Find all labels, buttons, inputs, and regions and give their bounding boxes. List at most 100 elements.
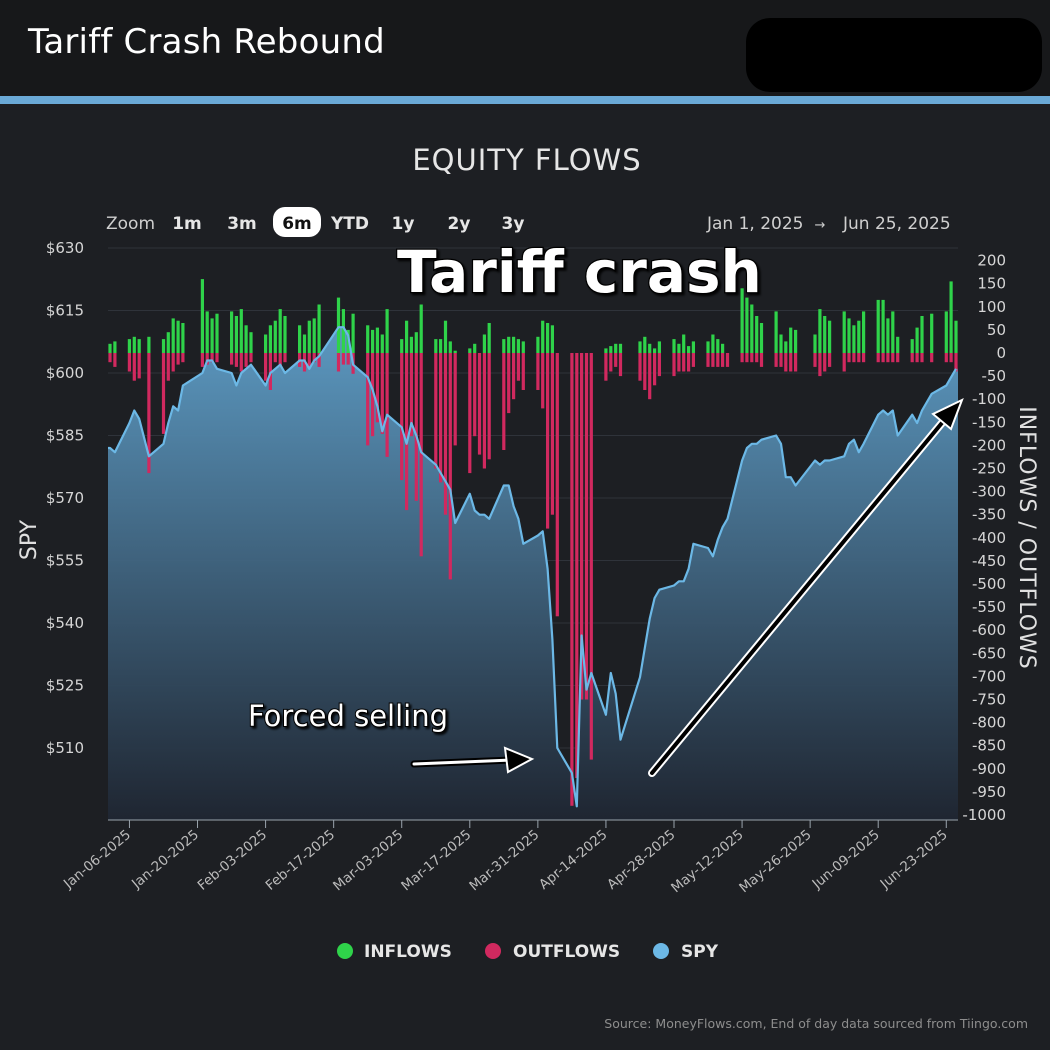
- zoom-option-6m[interactable]: 6m: [273, 207, 321, 237]
- x-axis-tick-label: Mar-31-2025: [466, 827, 542, 894]
- inflow-bar: [716, 339, 720, 353]
- zoom-label: Zoom: [106, 214, 155, 234]
- inflow-bar: [507, 336, 511, 353]
- date-range-to[interactable]: Jun 25, 2025: [842, 214, 951, 234]
- outflow-bar: [740, 353, 744, 363]
- right-axis-tick-label: -800: [972, 714, 1006, 732]
- legend-swatch-spy: [653, 943, 669, 959]
- outflow-bar: [779, 353, 783, 367]
- inflow-bar: [264, 334, 268, 353]
- outflow-bar: [512, 353, 516, 400]
- inflow-bar: [813, 334, 817, 353]
- right-axis-tick-label: 0: [996, 344, 1006, 362]
- zoom-option-3m[interactable]: 3m: [227, 214, 257, 234]
- inflow-bar: [176, 320, 180, 353]
- chart-title: EQUITY FLOWS: [412, 143, 641, 177]
- inflow-bar: [789, 327, 793, 353]
- zoom-option-ytd[interactable]: YTD: [330, 214, 369, 234]
- inflow-bar: [434, 339, 438, 353]
- legend-item-inflows[interactable]: INFLOWS: [337, 942, 452, 962]
- inflow-bar: [852, 325, 856, 353]
- zoom-option-1m[interactable]: 1m: [172, 214, 202, 234]
- inflow-bar: [234, 316, 238, 353]
- inflow-bar: [915, 327, 919, 353]
- x-axis-tick-label: Jan-20-2025: [128, 827, 202, 893]
- zoom-option-1y[interactable]: 1y: [392, 214, 415, 234]
- inflow-bar: [657, 341, 661, 353]
- legend-item-outflows[interactable]: OUTFLOWS: [485, 942, 620, 962]
- legend-item-spy[interactable]: SPY: [653, 942, 719, 962]
- inflow-bar: [487, 323, 491, 353]
- inflow-bar: [312, 318, 316, 353]
- outflow-bar: [516, 353, 520, 381]
- zoom-option-label: 2y: [448, 214, 471, 234]
- x-axis-tick-label: Jan-06-2025: [60, 827, 134, 893]
- outflow-bar: [580, 353, 584, 700]
- outflow-bar: [813, 353, 817, 367]
- inflow-bar: [375, 327, 379, 353]
- inflow-bar: [614, 343, 618, 353]
- zoom-option-2y[interactable]: 2y: [448, 214, 471, 234]
- outflow-bar: [502, 353, 506, 450]
- zoom-toolbar: Zoom 1m 3m 6m YTD 1y 2y 3y Jan 1, 2025 → Jun 2…: [106, 207, 951, 237]
- inflow-bar: [944, 311, 948, 353]
- outflow-bar: [954, 353, 958, 372]
- left-axis-tick-label: $555: [46, 552, 84, 570]
- outflow-bar: [716, 353, 720, 367]
- outflow-bar: [385, 353, 389, 457]
- spy-area-fill: [108, 327, 958, 820]
- inflow-bar: [672, 339, 676, 353]
- inflow-bar: [759, 323, 764, 353]
- inflow-bar: [108, 343, 112, 353]
- outflow-bar: [682, 353, 686, 372]
- outflow-bar: [371, 353, 375, 437]
- inflow-bar: [755, 316, 759, 353]
- date-range-from[interactable]: Jan 1, 2025: [706, 214, 804, 234]
- x-axis-tick-label: Feb-03-2025: [195, 827, 271, 894]
- outflow-bar: [336, 353, 341, 372]
- legend-label-outflows: OUTFLOWS: [513, 942, 620, 962]
- inflow-bar: [132, 336, 136, 353]
- outflow-bar: [176, 353, 180, 365]
- outflow-bar: [618, 353, 623, 377]
- outflow-bar: [886, 353, 890, 363]
- inflow-bar: [828, 320, 832, 353]
- inflow-bar: [419, 304, 423, 353]
- date-range-arrow: →: [815, 218, 826, 233]
- inflow-bar: [409, 336, 413, 353]
- annotation-tariff-crash: Tariff crash: [397, 238, 762, 306]
- x-axis-tick-label: Jun-09-2025: [809, 827, 883, 893]
- outflow-bar: [473, 353, 477, 437]
- inflow-bar: [448, 341, 452, 353]
- right-axis-tick-label: 50: [987, 321, 1006, 339]
- inflow-bar: [857, 320, 861, 353]
- outflow-bar: [745, 353, 749, 363]
- inflow-bar: [113, 341, 117, 353]
- outflow-bar: [346, 353, 350, 365]
- inflow-bar: [930, 313, 934, 353]
- forced-selling-arrow: [410, 746, 535, 774]
- inflow-bar: [886, 318, 890, 353]
- inflow-bar: [351, 313, 355, 353]
- right-axis-tick-label: -1000: [962, 806, 1006, 824]
- inflow-bar: [205, 311, 209, 353]
- outflow-bar: [653, 353, 657, 386]
- outflow-bar: [638, 353, 642, 381]
- zoom-option-3y[interactable]: 3y: [502, 214, 525, 234]
- outflow-bar: [550, 353, 554, 515]
- annotation-forced-selling: Forced selling: [248, 699, 448, 733]
- inflow-bar: [784, 341, 788, 353]
- outflow-bar: [132, 353, 136, 381]
- inflow-bar: [643, 336, 647, 353]
- outflow-bar: [794, 353, 798, 372]
- inflow-bar: [516, 339, 520, 353]
- inflow-bar: [210, 318, 214, 353]
- outflow-bar: [823, 353, 827, 372]
- outflow-bar: [521, 353, 525, 390]
- legend-label-inflows: INFLOWS: [364, 942, 452, 962]
- left-axis-tick-label: $630: [46, 239, 84, 257]
- outflow-bar: [842, 353, 846, 372]
- inflow-bar: [166, 332, 170, 353]
- outflow-bar: [443, 353, 448, 515]
- outflow-bar: [468, 353, 472, 474]
